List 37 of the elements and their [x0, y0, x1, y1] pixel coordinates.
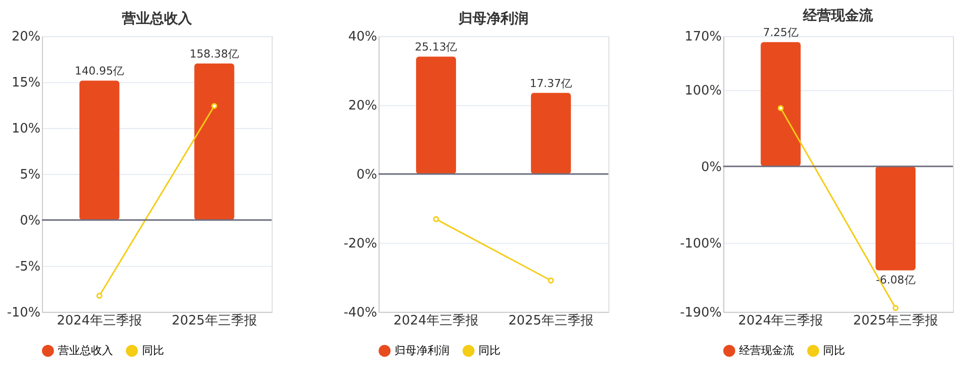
data-label: 25.13亿: [414, 40, 458, 54]
y-tick-label: 15%: [12, 76, 40, 91]
x-tick-label: 2025年三季报: [853, 313, 938, 328]
y-tick-label: 40%: [348, 30, 378, 45]
x-tick-label: 2024年三季报: [56, 313, 142, 328]
data-label: 158.38亿: [190, 47, 239, 60]
legend-label: 同比: [823, 344, 846, 357]
data-label: 17.37亿: [530, 76, 572, 90]
legend-label: 经营现金流: [739, 344, 794, 357]
chart-title: 经营现金流: [802, 7, 874, 24]
x-tick-label: 2024年三季报: [738, 313, 824, 328]
legend-label: 同比: [478, 344, 500, 357]
legend-label: 归母净利润: [394, 344, 450, 357]
y-tick-label: 0%: [20, 213, 40, 228]
y-tick-label: -100%: [680, 236, 722, 252]
y-tick-label: -40%: [344, 305, 378, 320]
chart-title: 归母净利润: [457, 10, 528, 28]
y-tick-label: 0%: [356, 168, 378, 183]
y-tick-label: 10%: [12, 122, 40, 137]
data-label: 140.95亿: [74, 64, 124, 78]
y-tick-label: -10%: [6, 305, 40, 320]
legend-label: 同比: [142, 344, 164, 357]
y-tick-label: 170%: [684, 30, 722, 45]
y-tick-label: -5%: [15, 259, 40, 274]
x-tick-label: 2025年三季报: [172, 313, 257, 328]
y-tick-label: 5%: [20, 168, 40, 183]
y-tick-label: 0%: [701, 160, 722, 175]
x-tick-label: 2025年三季报: [508, 313, 594, 328]
y-tick-label: 20%: [12, 30, 40, 45]
chart-title: 营业总收入: [120, 11, 193, 28]
legend-label: 营业总收入: [58, 344, 113, 357]
y-tick-label: -190%: [680, 305, 722, 320]
y-tick-label: 100%: [684, 83, 722, 98]
x-tick-label: 2024年三季报: [394, 313, 479, 328]
data-label: 7.25亿: [762, 26, 798, 40]
y-tick-label: 20%: [348, 98, 378, 114]
y-tick-label: -20%: [344, 236, 378, 252]
